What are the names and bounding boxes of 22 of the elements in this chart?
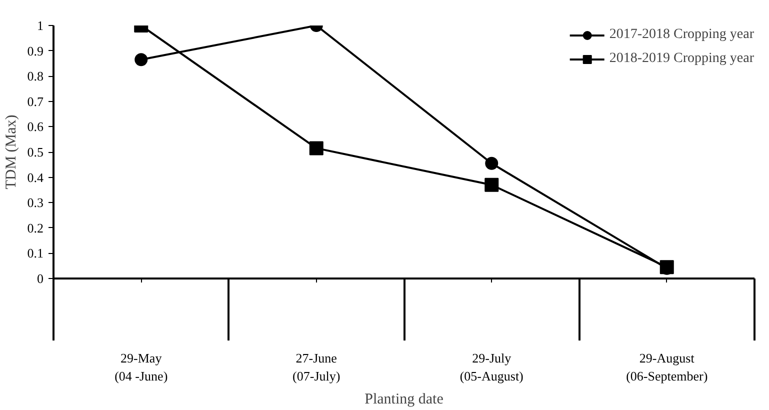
legend-label: 2017-2018 Cropping year bbox=[609, 27, 754, 43]
x-tick-label: 29-May (04 -June) bbox=[114, 350, 168, 384]
x-axis-title: Planting date bbox=[364, 392, 444, 408]
point bbox=[484, 178, 499, 192]
y-tick-label: 1 bbox=[37, 18, 44, 33]
x-tick-label: 29-August (06-September) bbox=[626, 350, 708, 384]
y-tick-label: 0.4 bbox=[27, 170, 44, 185]
y-tick-label: 0.1 bbox=[27, 246, 44, 261]
x-tick-label: 27-June (07-July) bbox=[292, 350, 340, 384]
y-tick-label: 0.6 bbox=[27, 119, 44, 134]
legend-label: 2018-2019 Cropping year bbox=[609, 51, 754, 67]
y-tick-label: 0.7 bbox=[27, 94, 44, 109]
x-tick-label: 29-July (05-August) bbox=[460, 350, 524, 384]
point bbox=[309, 141, 324, 156]
y-axis-title: TDM (Max) bbox=[3, 114, 20, 190]
y-tick-label: 0.2 bbox=[27, 220, 44, 236]
y-tick-label: 0.9 bbox=[27, 43, 44, 58]
y-tick-label: 0.8 bbox=[27, 68, 44, 84]
point bbox=[485, 156, 498, 170]
y-tick-label: 0.3 bbox=[27, 195, 44, 210]
y-tick-label: 0.5 bbox=[27, 144, 44, 160]
y-tick-label: 0 bbox=[37, 271, 44, 286]
